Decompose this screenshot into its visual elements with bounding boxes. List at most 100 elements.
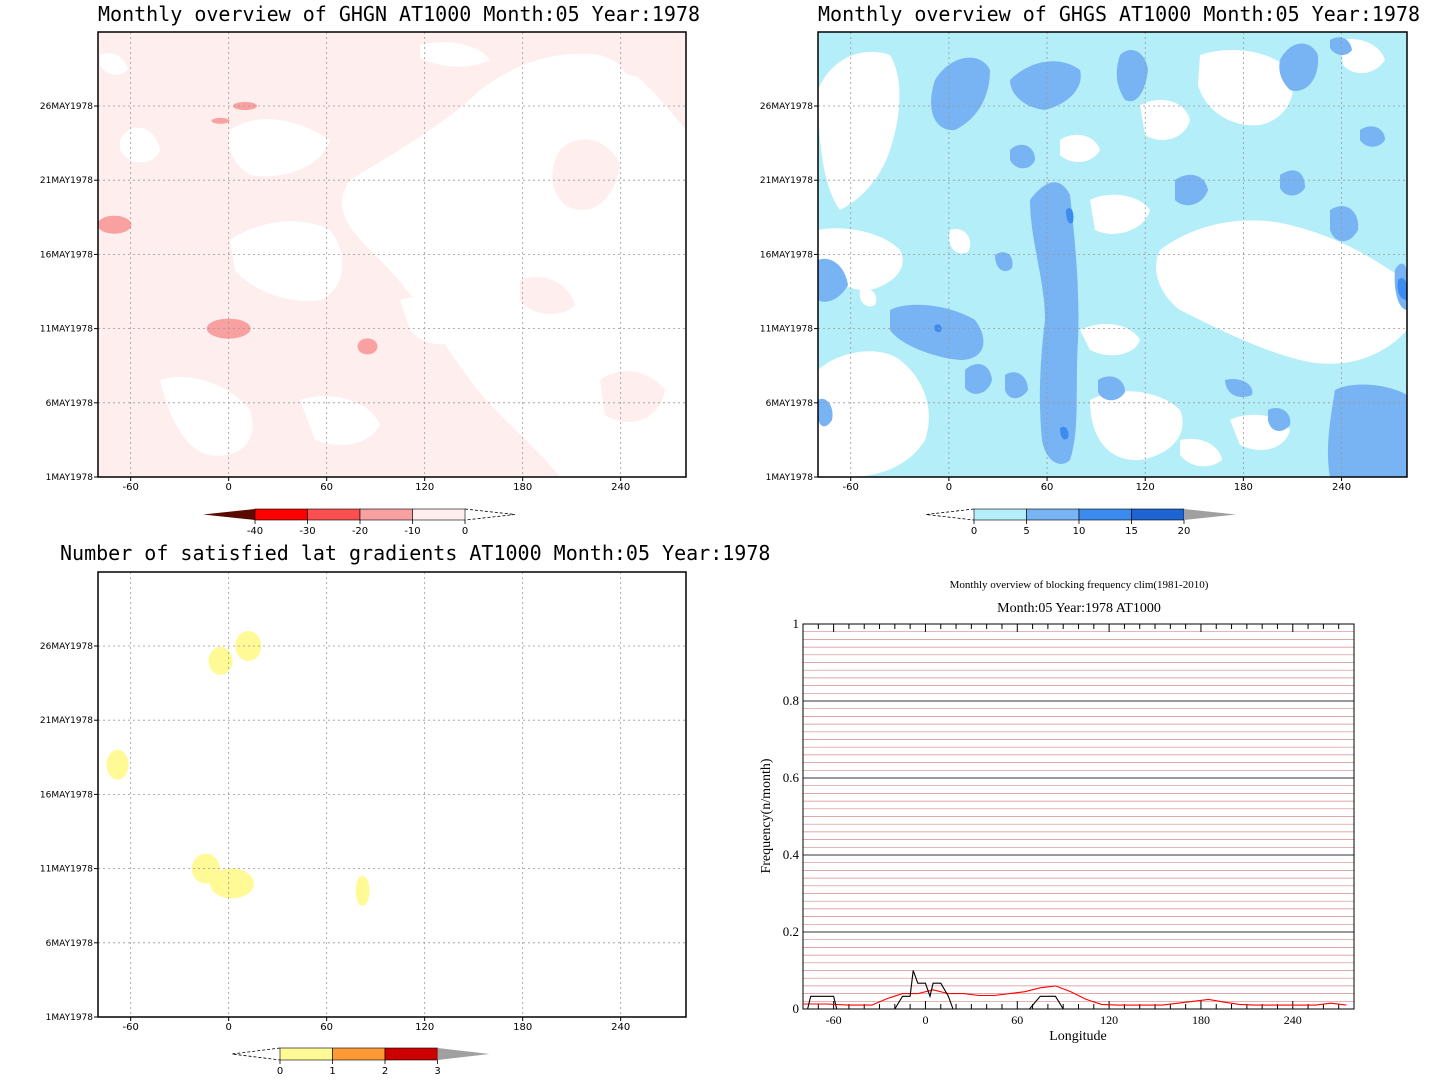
ghgn-colorbar: -40 -30 -20 -10 0 — [203, 508, 516, 537]
ghgs-title: Monthly overview of GHGS AT1000 Month:05… — [818, 2, 1421, 26]
ghgn-patch — [97, 215, 132, 234]
ghgs-cb-tick-label: 15 — [1125, 526, 1138, 537]
freq-ytick-label: 0.2 — [783, 924, 799, 939]
lat-patch — [355, 875, 370, 906]
freq-xtick-label: -60 — [826, 1013, 842, 1027]
lat-xtick-label: 120 — [415, 1022, 434, 1033]
ghgn-patch — [211, 117, 230, 124]
ghgn-title: Monthly overview of GHGN AT1000 Month:05… — [98, 2, 701, 26]
ghgn-xtick-label: -60 — [122, 482, 138, 493]
ghgs-xtick-label: 0 — [946, 482, 952, 493]
freq-xtick-label: 240 — [1284, 1013, 1302, 1027]
ghgs-medium-regions — [818, 37, 1407, 477]
ghgn-gridlines — [98, 32, 686, 477]
lat-cb-color-segment — [332, 1047, 386, 1061]
ghgs-cb-over-triangle — [1184, 509, 1236, 520]
lat-xtick-label: 60 — [320, 1022, 333, 1033]
lat-patch — [208, 646, 233, 675]
ghgs-cb-under-triangle — [925, 508, 975, 521]
lat-xtick-label: 180 — [513, 1022, 532, 1033]
ghgs-cb-color-segment — [1026, 508, 1080, 521]
ghgs-cb-color-segment — [1078, 508, 1132, 521]
ghgn-xtick-label: 60 — [320, 482, 333, 493]
lat-xtick-label: 0 — [225, 1022, 231, 1033]
lat-cb-color-segment — [384, 1047, 438, 1061]
freq-xtick-label: 180 — [1192, 1013, 1210, 1027]
ghgn-map: -60 0 60 120 180 240 1MAY1978 6MAY1978 11MAY1978… — [40, 31, 687, 493]
ghgn-cb-tick-label: -30 — [299, 526, 315, 537]
lat-gradient-map: -60 0 60 120 180 240 1MAY1978 6MAY1978 11MAY1978… — [40, 571, 687, 1033]
ghgn-cb-tick-label: -40 — [247, 526, 263, 537]
ghgn-ytick-label: 26MAY1978 — [40, 102, 93, 112]
ghgn-light-regions — [520, 59, 665, 422]
lat-gradient-background — [98, 572, 686, 1017]
lat-gradient-colorbar: 0 1 2 3 — [231, 1047, 490, 1077]
ghgs-xtick-label: 240 — [1332, 482, 1351, 493]
lat-cb-tick-label: 3 — [434, 1066, 440, 1077]
ghgn-ytick-label: 11MAY1978 — [40, 325, 93, 335]
ghgn-cb-color-segment — [359, 508, 413, 521]
lat-ytick-label: 6MAY1978 — [46, 939, 94, 949]
ghgn-cb-tick-label: -20 — [352, 526, 368, 537]
ghgn-cb-tick-label: -10 — [404, 526, 420, 537]
lat-ytick-label: 1MAY1978 — [46, 1013, 94, 1023]
ghgn-ytick-label: 6MAY1978 — [46, 399, 94, 409]
ghgs-xtick-label: 60 — [1041, 482, 1054, 493]
ghgs-dark-regions — [934, 208, 1407, 440]
lat-cb-under-triangle — [231, 1047, 281, 1061]
ghgn-cb-color-segment — [307, 508, 361, 521]
ghgn-xtick-label: 240 — [611, 482, 630, 493]
ghgn-xtick-label: 0 — [225, 482, 231, 493]
freq-climatology-line — [803, 985, 1347, 1006]
freq-xtick-label: 120 — [1100, 1013, 1118, 1027]
ghgs-cb-tick-label: 10 — [1073, 526, 1086, 537]
ghgn-axis-ticks: -60 0 60 120 180 240 1MAY1978 6MAY1978 11MAY1978… — [40, 102, 630, 493]
ghgs-ytick-label: 21MAY1978 — [760, 176, 813, 186]
lat-gradient-axis-ticks: -60 0 60 120 180 240 1MAY1978 6MAY1978 11MAY1978… — [40, 642, 630, 1033]
lat-gradient-gridlines — [98, 572, 686, 1017]
lat-gradient-patches — [106, 631, 370, 906]
ghgs-xtick-label: -60 — [843, 482, 859, 493]
freq-gridlines — [803, 631, 1354, 1002]
lat-cb-color-segment — [279, 1047, 333, 1061]
ghgs-ytick-label: 16MAY1978 — [760, 250, 813, 260]
freq-ytick-label: 0.8 — [783, 693, 799, 708]
ghgs-ytick-label: 6MAY1978 — [766, 399, 814, 409]
lat-cb-tick-label: 0 — [277, 1066, 283, 1077]
ghgn-xtick-label: 180 — [513, 482, 532, 493]
freq-ytick-label: 0 — [793, 1001, 800, 1016]
lat-ytick-label: 21MAY1978 — [40, 716, 93, 726]
ghgs-xtick-label: 120 — [1136, 482, 1155, 493]
ghgs-cb-color-segment — [1131, 508, 1185, 521]
ghgs-ytick-label: 11MAY1978 — [760, 325, 813, 335]
freq-ytick-label: 0.4 — [783, 847, 800, 862]
ghgs-cb-color-segment — [973, 508, 1027, 521]
ghgn-cb-color-segment — [254, 508, 308, 521]
lat-cb-tick-label: 1 — [329, 1066, 335, 1077]
freq-xtick-label: 60 — [1011, 1013, 1023, 1027]
ghgs-cb-tick-label: 0 — [971, 526, 977, 537]
lat-xtick-label: -60 — [122, 1022, 138, 1033]
ghgn-cb-color-segment — [412, 508, 466, 521]
freq-y-axis-label: Frequency(n/month) — [759, 758, 774, 873]
lat-cb-over-triangle — [437, 1048, 490, 1060]
ghgs-map: -60 0 60 120 180 240 1MAY1978 6MAY1978 11MAY1978… — [760, 31, 1408, 493]
freq-observed-line — [803, 970, 1354, 1010]
lat-xtick-label: 240 — [611, 1022, 630, 1033]
ghgn-xtick-label: 120 — [415, 482, 434, 493]
ghgs-cb-tick-label: 20 — [1178, 526, 1191, 537]
freq-series — [803, 970, 1354, 1010]
lat-gradient-title: Number of satisfied lat gradients AT1000… — [60, 541, 771, 565]
ghgn-ytick-label: 16MAY1978 — [40, 250, 93, 260]
lat-ytick-label: 11MAY1978 — [40, 865, 93, 875]
lat-ytick-label: 26MAY1978 — [40, 642, 93, 652]
ghgs-ytick-label: 26MAY1978 — [760, 102, 813, 112]
freq-axis-ticks: -60 0 60 120 180 240 0 0.2 0.4 0.6 0.8 1 — [783, 616, 1355, 1027]
freq-subtitle: Month:05 Year:1978 AT1000 — [997, 601, 1161, 616]
freq-x-axis-label: Longitude — [1049, 1029, 1107, 1044]
freq-ytick-label: 0.6 — [783, 770, 800, 785]
ghgs-cb-tick-label: 5 — [1023, 526, 1029, 537]
ghgs-axis-ticks: -60 0 60 120 180 240 1MAY1978 6MAY1978 11MAY1978… — [760, 102, 1351, 493]
freq-ytick-label: 1 — [793, 616, 800, 631]
